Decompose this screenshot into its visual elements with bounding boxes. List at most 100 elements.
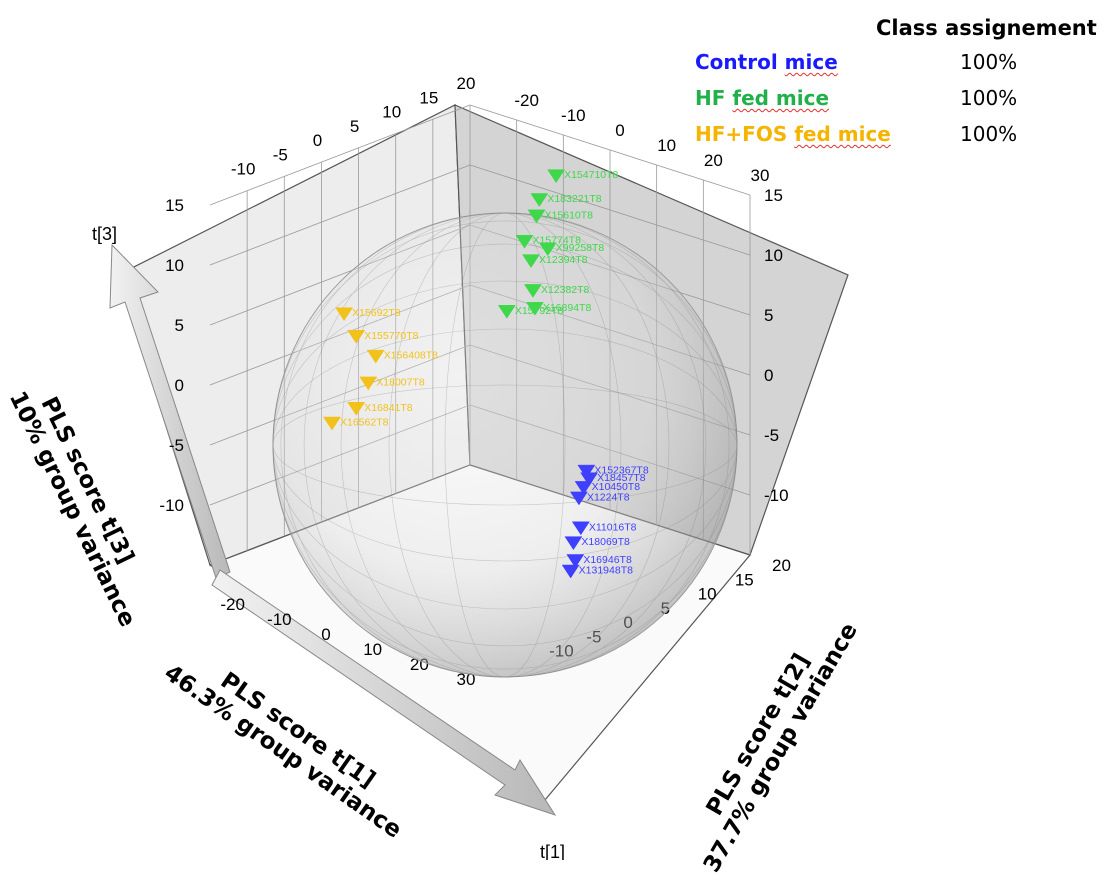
data-point-marker	[566, 554, 585, 568]
ellipsoid-mesh	[272, 212, 738, 678]
legend-label: HF+FOS	[695, 122, 788, 146]
data-point-label: X10450T8	[592, 481, 641, 493]
tick-labels: -10-5051015-10-5051015-10-505101520-10-5…	[159, 74, 791, 689]
tick-label: 20	[457, 74, 476, 93]
data-point-label: X152367T8	[594, 465, 648, 477]
data-point-marker	[561, 564, 580, 579]
legend-value-hffos: 100%	[960, 122, 1018, 146]
tick-label: 5	[175, 316, 184, 335]
tick-label: 15	[764, 186, 783, 205]
data-point-marker	[530, 193, 549, 207]
mesh-line	[303, 212, 707, 678]
tick-label: 0	[764, 366, 773, 385]
legend-label: Control	[695, 50, 778, 74]
data-point-marker	[564, 536, 583, 551]
t1-axis-short-label: t[1]	[540, 842, 565, 860]
tick-label: 0	[313, 131, 322, 150]
data-point-marker	[359, 376, 378, 391]
data-point-label: X16841T8	[364, 402, 413, 414]
data-point-label: X12382T8	[541, 284, 590, 296]
tick-label: 10	[363, 640, 382, 659]
data-point-marker	[523, 284, 542, 298]
t3-axis-short-label: t[3]	[92, 224, 117, 244]
legend-item-control: Control mice	[695, 50, 838, 74]
data-point-label: X18069T8	[581, 536, 630, 548]
tick-label: 5	[350, 117, 359, 136]
data-point-label: X15774T8	[532, 235, 581, 247]
tick-label: 15	[165, 196, 184, 215]
mesh-line	[444, 212, 566, 678]
tick-label: 0	[321, 625, 330, 644]
tick-label: 5	[764, 306, 773, 325]
tick-label: 20	[772, 556, 791, 575]
legend-label-underlined: fed mice	[794, 122, 891, 146]
tick-label: -20	[220, 595, 245, 614]
tick-label: 15	[419, 88, 438, 107]
legend-label-underlined: mice	[784, 50, 838, 74]
mesh-line	[272, 280, 738, 610]
mesh-line	[272, 328, 738, 562]
tick-label: -5	[169, 436, 184, 455]
data-point-marker	[347, 330, 366, 344]
tick-label: 15	[735, 570, 754, 589]
data-point-label: X18457T8	[597, 472, 646, 484]
data-point-marker	[574, 481, 593, 495]
tick-label: -10	[764, 486, 789, 505]
mesh-line	[388, 212, 622, 678]
confidence-ellipsoid	[272, 212, 738, 678]
data-point-marker	[527, 209, 546, 224]
legend-label-underlined: fed mice	[732, 86, 830, 110]
tick-label: 10	[698, 585, 717, 604]
tick-label: 10	[382, 103, 401, 122]
data-point-marker	[347, 402, 366, 416]
data-point-marker	[366, 349, 385, 364]
data-point-label: X131948T8	[579, 565, 633, 577]
tick-label: 30	[751, 166, 770, 185]
data-point-marker	[571, 521, 590, 536]
tick-label: -10	[231, 160, 256, 179]
data-point-marker	[323, 416, 341, 431]
data-point-label: X11016T8	[589, 521, 637, 533]
mesh-line	[272, 243, 738, 647]
data-point-marker	[580, 472, 599, 487]
data-point-marker	[497, 305, 516, 319]
data-point-marker	[335, 307, 354, 322]
mesh-line	[340, 212, 670, 678]
data-point-marker	[522, 254, 541, 269]
tick-label: -10	[561, 106, 586, 125]
legend-title: Class assignement	[876, 16, 1097, 40]
data-point-label: X15692T8	[352, 307, 401, 319]
tick-label: -5	[764, 426, 779, 445]
data-point-marker	[525, 302, 544, 316]
data-point-label: X18007T8	[376, 376, 425, 388]
tick-label: 0	[175, 376, 184, 395]
tick-label: 20	[704, 151, 723, 170]
pls-3d-score-plot: -10-5051015-10-5051015-10-505101520-10-5…	[92, 74, 849, 860]
data-point-marker	[547, 169, 566, 184]
data-point-marker	[577, 464, 596, 479]
data-point-label: X1224T8	[587, 491, 630, 503]
grid-line	[209, 104, 471, 206]
legend-value-control: 100%	[960, 50, 1018, 74]
data-point-label: X183221T8	[547, 193, 601, 205]
data-point-label: X16562T8	[340, 417, 389, 429]
data-point-label: X12394T8	[539, 254, 588, 266]
data-point-label: X155770T8	[364, 330, 418, 342]
data-point-marker	[569, 491, 588, 506]
tick-label: 10	[764, 246, 783, 265]
data-point-label: X15610T8	[545, 209, 594, 221]
data-point-marker	[515, 234, 534, 249]
grid-line	[209, 164, 471, 266]
tick-label: 10	[657, 136, 676, 155]
tick-label: 0	[615, 121, 624, 140]
tick-label: 10	[165, 256, 184, 275]
data-point-label: X154710T8	[564, 169, 618, 181]
legend-item-hffos: HF+FOS fed mice	[695, 122, 891, 146]
data-point-label: X99258T8	[556, 242, 605, 254]
legend-item-hf: HF fed mice	[695, 86, 829, 110]
data-point-marker	[538, 242, 557, 257]
data-point-label: X156408T8	[384, 350, 438, 362]
mesh-line	[272, 220, 738, 670]
tick-label: -20	[514, 91, 539, 110]
